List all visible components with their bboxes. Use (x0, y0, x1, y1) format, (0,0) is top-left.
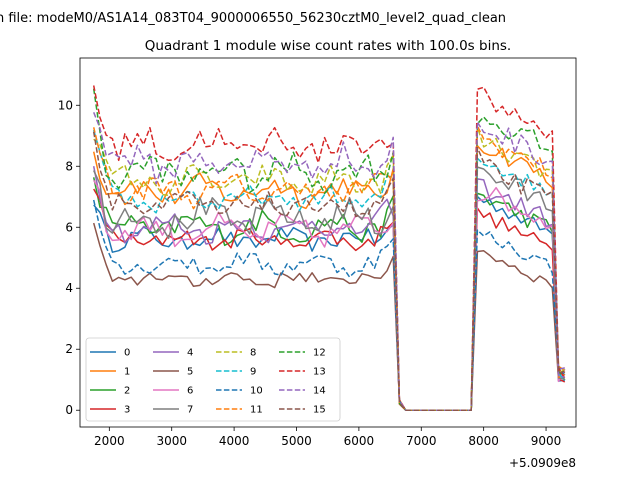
y-axis: 0 2 4 6 8 10 (58, 98, 80, 417)
x-tick-label: 3000 (156, 434, 187, 448)
x-tick-label: 6000 (344, 434, 375, 448)
y-tick-label: 2 (65, 342, 73, 356)
x-tick-label: 8000 (468, 434, 499, 448)
legend-label-1: 1 (124, 367, 130, 378)
series-line-1 (92, 145, 566, 411)
y-tick-label: 6 (65, 220, 73, 234)
legend-label-15: 15 (313, 405, 326, 416)
axes-frame (79, 57, 577, 428)
y-tick-label: 10 (58, 98, 73, 112)
legend-label-4: 4 (187, 348, 193, 359)
series-line-0 (93, 195, 565, 411)
x-tick-label: 5000 (281, 434, 312, 448)
legend-label-6: 6 (187, 386, 193, 397)
legend-label-0: 0 (124, 348, 130, 359)
legend-label-13: 13 (313, 367, 326, 378)
series-line-5 (92, 222, 566, 411)
y-tick-label: 4 (65, 281, 73, 295)
series-line-14 (93, 112, 565, 411)
chart-title: Quadrant 1 module wise count rates with … (145, 38, 511, 54)
legend-label-11: 11 (250, 405, 263, 416)
series-line-15 (92, 131, 566, 411)
y-tick-label: 8 (65, 159, 73, 173)
legend-label-14: 14 (313, 386, 326, 397)
series-line-13 (92, 85, 566, 411)
series-line-10 (92, 199, 566, 411)
series-line-4 (92, 166, 565, 411)
legend-label-2: 2 (124, 386, 130, 397)
legend-label-12: 12 (313, 348, 326, 359)
series-line-8 (93, 126, 566, 411)
figure-suptitle: n file: modeM0/AS1A14_083T04_9000006550_… (0, 11, 506, 26)
x-tick-label: 2000 (94, 434, 125, 448)
x-tick-label: 7000 (406, 434, 437, 448)
x-axis: 2000 3000 4000 5000 6000 7000 8000 9000 (94, 427, 561, 448)
plot-lines (92, 85, 566, 411)
y-tick-label: 0 (65, 403, 73, 417)
series-line-11 (92, 125, 566, 411)
legend-label-7: 7 (187, 405, 193, 416)
x-tick-label: 9000 (531, 434, 562, 448)
x-tick-label: 4000 (219, 434, 250, 448)
legend-label-5: 5 (187, 367, 193, 378)
legend-label-10: 10 (250, 386, 263, 397)
legend-label-9: 9 (250, 367, 256, 378)
legend-label-3: 3 (124, 405, 130, 416)
series-line-12 (92, 88, 566, 411)
legend-box (85, 337, 341, 422)
series-line-7 (93, 166, 565, 411)
x-offset-label: +5.0909e8 (509, 456, 576, 470)
legend-label-8: 8 (250, 348, 256, 359)
